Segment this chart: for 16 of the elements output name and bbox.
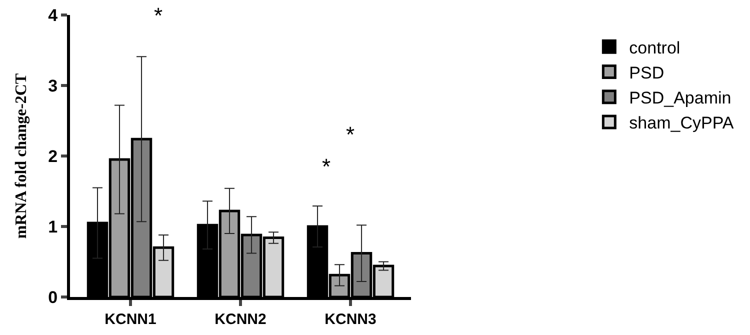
y-tick-label: 2 [48, 146, 58, 166]
x-tick-label: KCNN3 [324, 311, 376, 328]
x-tick-label: KCNN1 [104, 311, 156, 328]
legend-label: PSD_Apamin [629, 88, 732, 108]
annotation: * [346, 122, 355, 147]
legend-label: PSD [629, 63, 664, 82]
legend-label: control [629, 38, 680, 58]
legend-label: sham_CyPPA [629, 114, 734, 133]
x-tick-label: KCNN2 [214, 311, 266, 328]
y-tick-label: 3 [48, 76, 58, 96]
y-tick-label: 4 [48, 6, 58, 25]
y-axis-title: mRNA fold change-2CT [13, 73, 30, 239]
annotation: * [154, 3, 163, 28]
y-tick-label: 1 [48, 217, 58, 236]
y-tick-label: 0 [48, 288, 58, 307]
annotation: * [322, 154, 331, 179]
